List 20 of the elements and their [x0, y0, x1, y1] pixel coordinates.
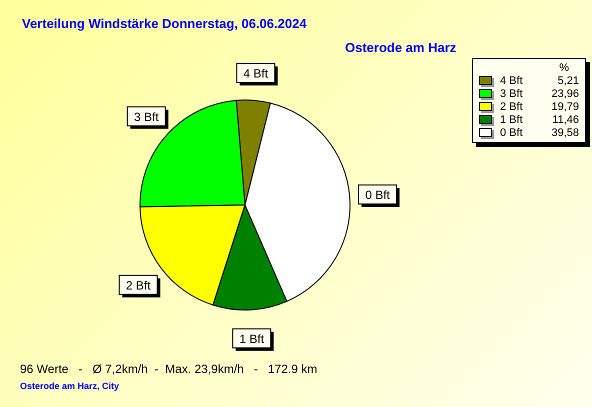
slice-label: 2 Bft [126, 278, 152, 292]
slice-label: 4 Bft [243, 66, 269, 80]
text: 96 Werte - Ø 7,2km/h - Max. 23,9km/h - 172.9 km [20, 362, 318, 376]
text: Osterode am Harz, City [20, 381, 120, 391]
legend-label: 3 Bft [500, 88, 524, 100]
legend-label: 1 Bft [500, 114, 524, 126]
legend-label: 4 Bft [500, 74, 524, 86]
data-label: 19,79 [550, 100, 579, 112]
legend-title: % [558, 62, 570, 74]
data-label: 39,58 [550, 126, 579, 138]
slice-label: 3 Bft [134, 110, 160, 124]
data-label: 5,21 [556, 74, 579, 86]
data-label: 23,96 [550, 88, 579, 100]
legend-label: 0 Bft [500, 126, 524, 138]
chart-subtitle: Osterode am Harz [345, 40, 456, 55]
legend-label: 2 Bft [500, 100, 524, 112]
chart-title: Verteilung Windstärke Donnerstag, 06.06.2024 [22, 16, 307, 31]
data-label: 11,46 [551, 114, 579, 126]
slice-label: 0 Bft [365, 188, 391, 202]
slice-label: 1 Bft [239, 332, 265, 346]
